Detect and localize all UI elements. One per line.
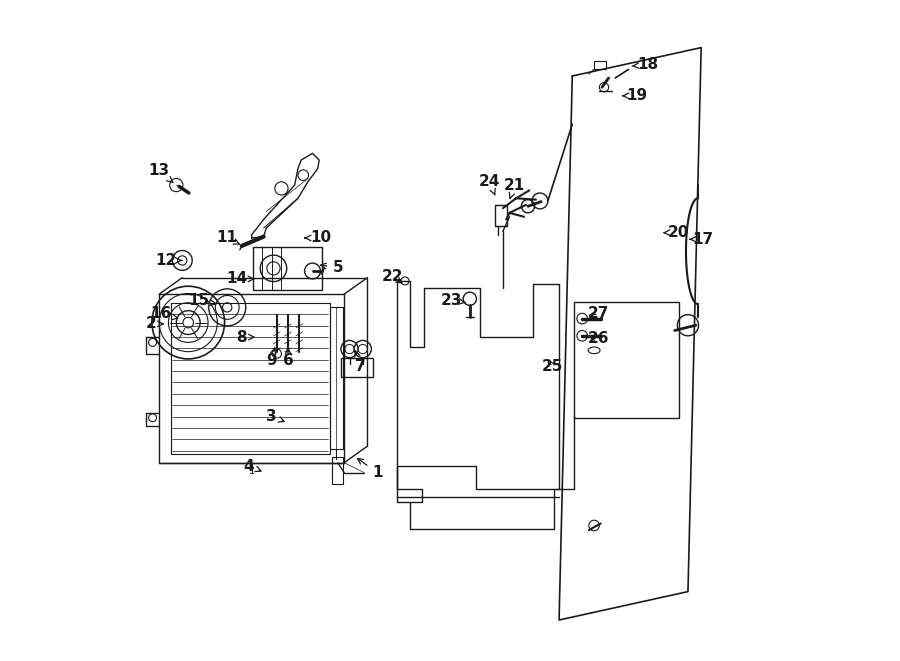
Bar bbox=[341, 358, 373, 377]
Bar bbox=[329, 307, 343, 449]
Text: 13: 13 bbox=[148, 163, 173, 182]
Text: 23: 23 bbox=[441, 293, 465, 307]
Bar bbox=[253, 247, 322, 290]
Text: 11: 11 bbox=[216, 231, 240, 245]
Bar bbox=[574, 302, 679, 418]
Text: 7: 7 bbox=[355, 351, 366, 374]
Text: 22: 22 bbox=[382, 269, 403, 284]
Text: 27: 27 bbox=[588, 307, 609, 321]
Text: 3: 3 bbox=[266, 409, 284, 424]
Text: 25: 25 bbox=[542, 360, 563, 374]
Text: 19: 19 bbox=[623, 89, 647, 103]
Text: 9: 9 bbox=[266, 347, 277, 368]
Text: 4: 4 bbox=[243, 459, 261, 473]
Text: 18: 18 bbox=[632, 58, 659, 72]
Text: 14: 14 bbox=[227, 272, 254, 286]
Text: 8: 8 bbox=[237, 330, 254, 344]
Text: 26: 26 bbox=[588, 331, 609, 346]
Text: 1: 1 bbox=[357, 459, 382, 480]
Text: 24: 24 bbox=[479, 175, 500, 195]
Text: 12: 12 bbox=[155, 253, 182, 268]
Text: 5: 5 bbox=[320, 260, 343, 275]
Bar bbox=[332, 457, 343, 484]
Text: 21: 21 bbox=[504, 178, 526, 198]
Text: 6: 6 bbox=[283, 347, 293, 368]
Text: 16: 16 bbox=[150, 307, 177, 321]
Text: 15: 15 bbox=[188, 293, 216, 308]
Text: 2: 2 bbox=[146, 317, 163, 331]
Text: 10: 10 bbox=[305, 231, 332, 245]
Text: 17: 17 bbox=[689, 232, 714, 247]
Bar bbox=[495, 205, 507, 226]
Text: 20: 20 bbox=[664, 225, 689, 240]
Bar bbox=[594, 61, 606, 69]
